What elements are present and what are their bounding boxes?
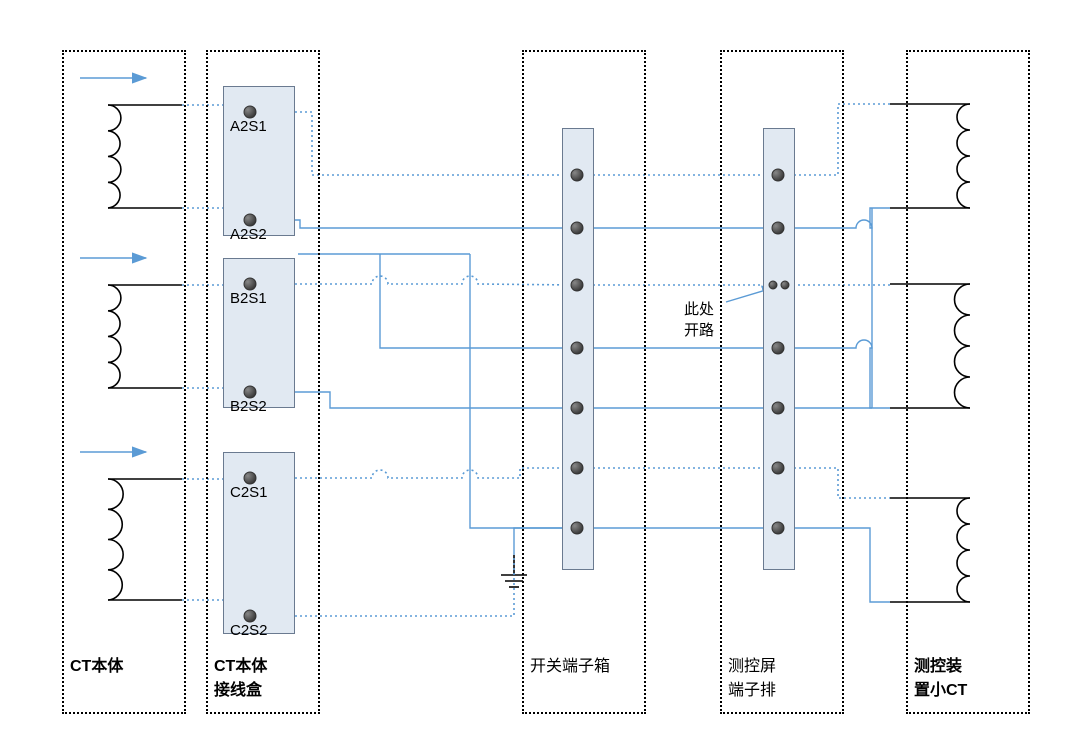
junction-box	[223, 452, 295, 634]
terminal-C2S1	[244, 472, 257, 485]
terminal-B2S2	[244, 386, 257, 399]
junction-box	[223, 258, 295, 408]
junction-box	[223, 86, 295, 236]
group-label-panel_strip: 测控屏端子排	[728, 652, 838, 700]
group-label-ct_jbox: CT本体接线盒	[214, 652, 314, 700]
terminal-label-A2S2: A2S2	[230, 226, 267, 243]
group-small_ct	[906, 50, 1030, 714]
switch-terminal	[571, 169, 584, 182]
terminal-C2S2	[244, 610, 257, 623]
terminal-label-C2S1: C2S1	[230, 484, 268, 501]
group-ct_body	[62, 50, 186, 714]
panel-terminal	[772, 402, 785, 415]
panel-terminal-open-right	[781, 281, 790, 290]
panel-terminal	[772, 522, 785, 535]
terminal-label-C2S2: C2S2	[230, 622, 268, 639]
terminal-label-B2S2: B2S2	[230, 398, 267, 415]
switch-terminal	[571, 402, 584, 415]
panel-terminal	[772, 222, 785, 235]
panel-terminal	[772, 342, 785, 355]
terminal-label-A2S1: A2S1	[230, 118, 267, 135]
panel-terminal	[772, 462, 785, 475]
switch-terminal	[571, 279, 584, 292]
group-label-switch_box: 开关端子箱	[530, 652, 640, 676]
group-label-small_ct: 测控装置小CT	[914, 652, 1024, 700]
switch-terminal	[571, 342, 584, 355]
terminal-B2S1	[244, 278, 257, 291]
switch-terminal	[571, 222, 584, 235]
switch-terminal	[571, 522, 584, 535]
open-circuit-label: 此处开路	[684, 298, 714, 340]
terminal-A2S2	[244, 214, 257, 227]
terminal-label-B2S1: B2S1	[230, 290, 267, 307]
switch-terminal	[571, 462, 584, 475]
panel-terminal	[772, 169, 785, 182]
terminal-A2S1	[244, 106, 257, 119]
panel-terminal-open-left	[769, 281, 778, 290]
group-label-ct_body: CT本体	[70, 652, 180, 676]
